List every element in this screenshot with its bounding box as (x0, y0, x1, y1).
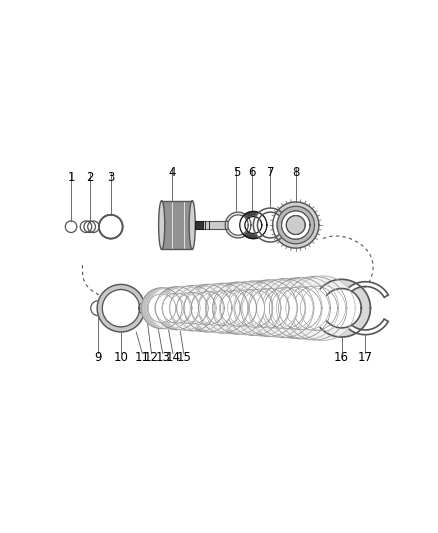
Text: 3: 3 (107, 171, 114, 184)
Polygon shape (286, 215, 305, 235)
Polygon shape (191, 292, 224, 325)
Polygon shape (219, 281, 273, 335)
Polygon shape (269, 278, 330, 339)
Polygon shape (253, 208, 287, 242)
Polygon shape (198, 284, 248, 333)
Text: 6: 6 (248, 166, 256, 179)
Polygon shape (282, 211, 310, 239)
Polygon shape (102, 289, 140, 327)
Polygon shape (242, 289, 281, 328)
Polygon shape (148, 301, 162, 316)
Polygon shape (97, 285, 145, 332)
Text: 2: 2 (86, 171, 93, 184)
Polygon shape (205, 282, 256, 334)
Polygon shape (155, 294, 184, 323)
Text: 11: 11 (135, 351, 150, 364)
Polygon shape (148, 294, 176, 322)
Polygon shape (286, 286, 329, 330)
Polygon shape (151, 304, 159, 313)
Polygon shape (141, 305, 148, 312)
Polygon shape (339, 282, 388, 335)
Polygon shape (227, 289, 265, 327)
Polygon shape (138, 302, 151, 314)
Polygon shape (264, 288, 305, 329)
Polygon shape (277, 206, 314, 244)
Polygon shape (241, 280, 297, 336)
Text: 10: 10 (113, 351, 128, 364)
Text: 4: 4 (168, 166, 176, 179)
Circle shape (286, 215, 305, 235)
Polygon shape (293, 286, 337, 330)
Polygon shape (184, 285, 232, 332)
Polygon shape (234, 280, 289, 336)
Polygon shape (240, 212, 267, 239)
Text: 7: 7 (267, 166, 274, 179)
Polygon shape (184, 292, 216, 325)
Polygon shape (282, 211, 310, 239)
Polygon shape (228, 215, 248, 235)
Text: 14: 14 (166, 351, 180, 364)
Text: 1: 1 (67, 171, 75, 184)
Polygon shape (262, 278, 322, 338)
Polygon shape (162, 286, 207, 330)
Text: 5: 5 (233, 166, 240, 179)
Polygon shape (276, 277, 339, 340)
Text: 9: 9 (95, 351, 102, 364)
Polygon shape (191, 284, 240, 333)
Polygon shape (195, 221, 227, 229)
Polygon shape (283, 277, 347, 340)
Polygon shape (226, 281, 281, 335)
Polygon shape (148, 287, 190, 329)
Polygon shape (169, 293, 200, 324)
Polygon shape (291, 276, 355, 341)
Text: 17: 17 (358, 351, 373, 364)
Polygon shape (277, 206, 314, 244)
Polygon shape (212, 282, 265, 334)
Polygon shape (258, 212, 283, 238)
Text: 13: 13 (155, 351, 170, 364)
Polygon shape (322, 288, 361, 328)
Text: 8: 8 (292, 166, 300, 179)
Ellipse shape (159, 200, 165, 249)
Polygon shape (213, 290, 249, 326)
Polygon shape (141, 288, 182, 328)
Polygon shape (162, 200, 192, 249)
Polygon shape (279, 287, 321, 329)
Polygon shape (273, 202, 319, 248)
Ellipse shape (189, 200, 195, 249)
Polygon shape (235, 289, 273, 327)
Ellipse shape (111, 289, 131, 327)
Polygon shape (220, 290, 257, 326)
Polygon shape (248, 279, 306, 337)
Polygon shape (155, 287, 198, 330)
Polygon shape (255, 279, 314, 337)
Polygon shape (206, 291, 240, 326)
Polygon shape (313, 279, 371, 337)
Polygon shape (177, 285, 223, 332)
Text: 12: 12 (144, 351, 159, 364)
Polygon shape (300, 286, 346, 331)
Polygon shape (225, 212, 251, 238)
Polygon shape (177, 293, 208, 324)
Polygon shape (162, 293, 192, 323)
Polygon shape (195, 221, 203, 229)
Polygon shape (198, 291, 233, 325)
Polygon shape (245, 216, 262, 233)
Polygon shape (249, 288, 289, 328)
Text: 16: 16 (334, 351, 349, 364)
Polygon shape (257, 288, 297, 328)
Text: 15: 15 (177, 351, 191, 364)
Polygon shape (271, 287, 313, 329)
Polygon shape (170, 286, 215, 331)
